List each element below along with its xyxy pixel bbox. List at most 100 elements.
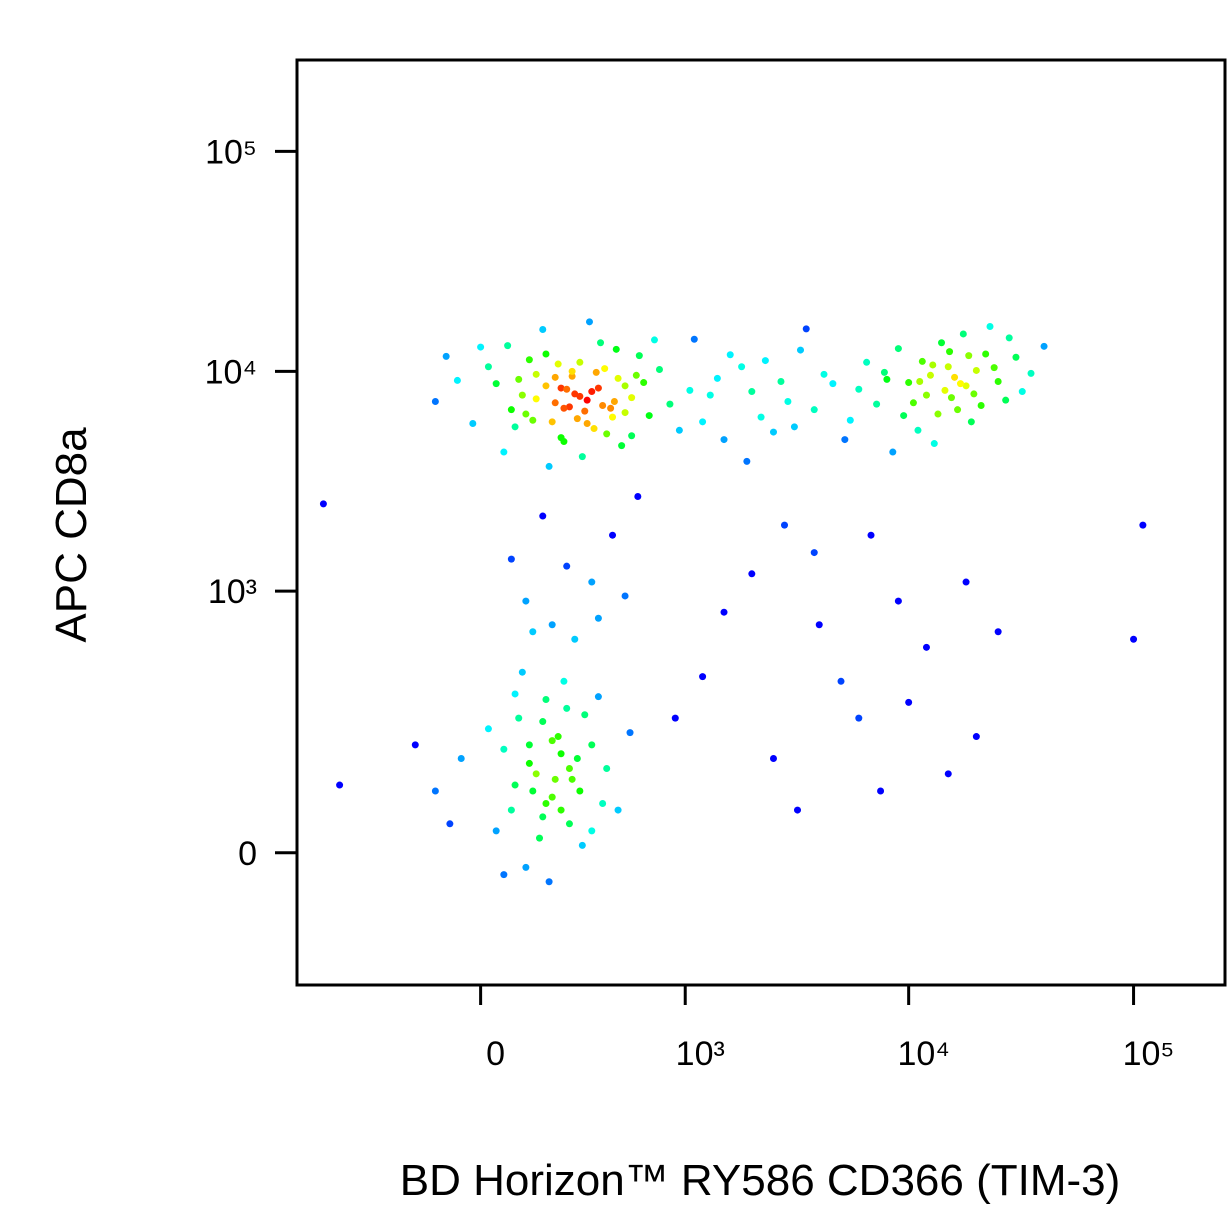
event-dot bbox=[880, 368, 888, 376]
event-dot bbox=[972, 733, 980, 741]
event-dot bbox=[529, 787, 537, 795]
event-dot bbox=[905, 698, 913, 706]
event-dot bbox=[551, 373, 559, 381]
event-dot bbox=[889, 448, 897, 456]
event-dot bbox=[588, 578, 596, 586]
event-dot bbox=[829, 380, 837, 388]
event-dot bbox=[837, 677, 845, 685]
event-dot bbox=[634, 493, 642, 501]
event-dot bbox=[846, 416, 854, 424]
event-dot bbox=[603, 430, 611, 438]
event-dot bbox=[883, 375, 891, 383]
event-dot bbox=[563, 704, 571, 712]
event-dot bbox=[557, 434, 565, 442]
event-dot bbox=[453, 376, 461, 384]
event-dot bbox=[951, 373, 959, 381]
event-dot bbox=[525, 741, 533, 749]
event-dot bbox=[504, 342, 512, 350]
event-dot bbox=[542, 350, 550, 358]
event-dot bbox=[529, 416, 537, 424]
event-dot bbox=[539, 718, 547, 726]
event-dot bbox=[554, 360, 562, 368]
event-dot bbox=[548, 793, 556, 801]
event-dot bbox=[484, 363, 492, 371]
event-dot bbox=[565, 820, 573, 828]
event-dot bbox=[994, 377, 1002, 385]
event-dot bbox=[548, 621, 556, 629]
event-dot bbox=[666, 400, 674, 408]
event-dot bbox=[855, 714, 863, 722]
event-dot bbox=[492, 380, 500, 388]
event-dot bbox=[536, 834, 544, 842]
event-dot bbox=[532, 395, 540, 403]
event-dot bbox=[863, 358, 871, 366]
event-dot bbox=[601, 365, 609, 373]
event-dot bbox=[769, 755, 777, 763]
event-dot bbox=[594, 384, 602, 392]
event-dot bbox=[628, 394, 636, 402]
event-dot bbox=[548, 418, 556, 426]
event-dot bbox=[515, 375, 523, 383]
event-dot bbox=[944, 363, 952, 371]
event-dot bbox=[922, 643, 930, 651]
event-dot bbox=[802, 325, 810, 333]
event-dot bbox=[525, 759, 533, 767]
event-dot bbox=[686, 386, 694, 394]
event-dot bbox=[1027, 369, 1035, 377]
event-dot bbox=[626, 729, 634, 737]
event-dot bbox=[548, 737, 556, 745]
event-dot bbox=[573, 755, 581, 763]
event-dot bbox=[609, 531, 617, 539]
event-dot bbox=[900, 412, 908, 420]
event-dot bbox=[909, 399, 917, 407]
event-dot bbox=[551, 399, 559, 407]
event-dot bbox=[675, 426, 683, 434]
event-dot bbox=[545, 878, 553, 886]
event-dot bbox=[748, 570, 756, 578]
event-dot bbox=[576, 392, 584, 400]
event-dot bbox=[411, 741, 419, 749]
event-dot bbox=[967, 418, 975, 426]
event-dot bbox=[599, 799, 607, 807]
event-dot bbox=[590, 425, 598, 433]
event-dot bbox=[699, 673, 707, 681]
event-dot bbox=[542, 695, 550, 703]
event-dot bbox=[894, 597, 902, 605]
event-dot bbox=[578, 453, 586, 461]
event-dot bbox=[922, 391, 930, 399]
event-dot bbox=[720, 436, 728, 444]
event-dot bbox=[539, 512, 547, 520]
event-dot bbox=[545, 462, 553, 470]
event-dot bbox=[982, 350, 990, 358]
event-dot bbox=[609, 413, 617, 421]
event-dot bbox=[916, 377, 924, 385]
event-dot bbox=[1130, 635, 1138, 643]
event-dot bbox=[319, 500, 327, 508]
event-dot bbox=[588, 827, 596, 835]
event-dot bbox=[977, 401, 985, 409]
event-dot bbox=[511, 781, 519, 789]
event-dot bbox=[500, 871, 508, 879]
event-dot bbox=[560, 404, 568, 412]
event-dot bbox=[336, 781, 344, 789]
event-dot bbox=[511, 690, 519, 698]
event-dot bbox=[594, 693, 602, 701]
event-dot bbox=[511, 423, 519, 431]
event-dot bbox=[581, 711, 589, 719]
event-dot bbox=[867, 531, 875, 539]
event-dot bbox=[929, 361, 937, 369]
event-dot bbox=[568, 367, 576, 375]
event-dot bbox=[557, 384, 565, 392]
event-dot bbox=[946, 348, 954, 356]
event-dot bbox=[457, 755, 465, 763]
event-dot bbox=[632, 371, 640, 379]
event-dot bbox=[539, 326, 547, 334]
event-dot bbox=[905, 379, 913, 387]
y-tick-label: 10⁴ bbox=[205, 353, 257, 391]
y-tick-label: 10³ bbox=[208, 573, 257, 611]
event-dot bbox=[607, 404, 615, 412]
event-dot bbox=[794, 806, 802, 814]
event-dot bbox=[621, 382, 629, 390]
event-dot bbox=[469, 419, 477, 427]
event-dot bbox=[571, 635, 579, 643]
